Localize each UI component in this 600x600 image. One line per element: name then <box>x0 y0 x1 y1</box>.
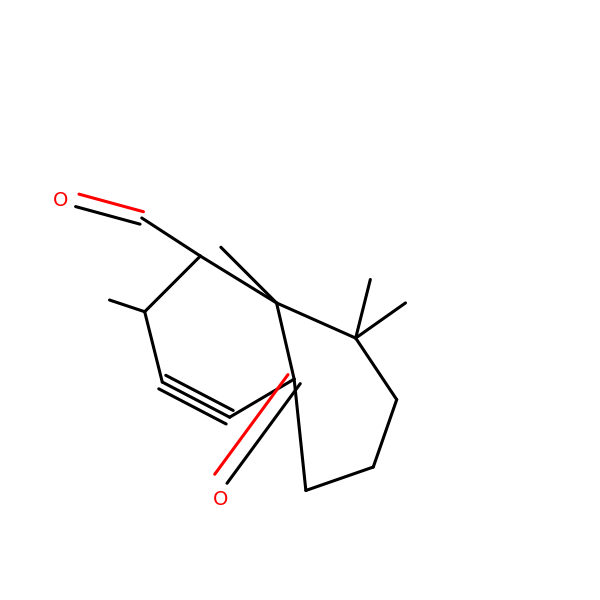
Text: O: O <box>53 191 68 210</box>
Text: O: O <box>213 490 229 509</box>
